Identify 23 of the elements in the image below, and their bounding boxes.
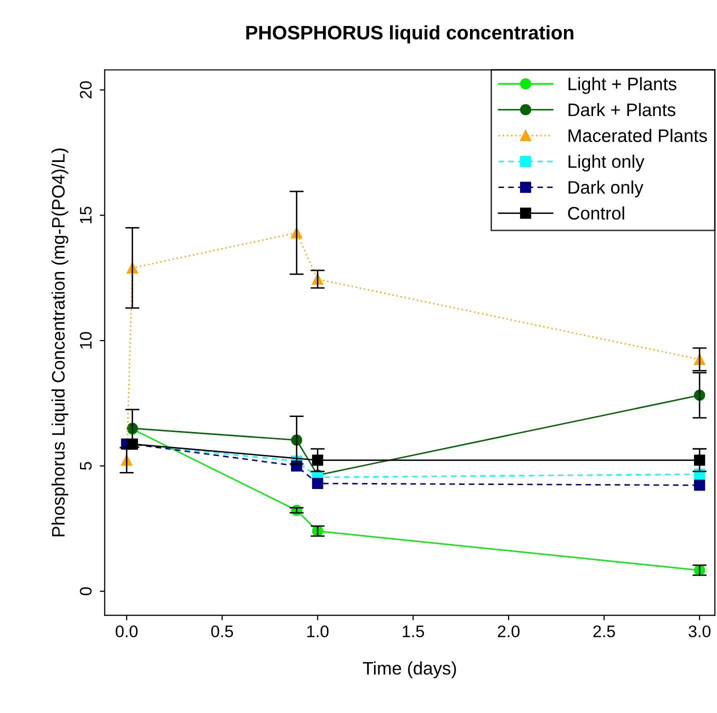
x-tick-label: 1.5 xyxy=(402,626,424,638)
x-tick-label: 2.5 xyxy=(593,625,615,638)
legend-label: Light + Plants xyxy=(568,77,676,94)
x-tick-label: 3.0 xyxy=(688,625,711,638)
y-tick-label: 0 xyxy=(80,587,92,596)
x-axis-title: Time (days) xyxy=(362,661,456,678)
y-tick-label: 10 xyxy=(80,332,92,349)
legend-label: Light only xyxy=(568,154,644,172)
legend-label: Macerated Plants xyxy=(568,128,707,142)
y-tick-label: 15 xyxy=(80,206,92,224)
y-tick-label: 20 xyxy=(80,81,92,98)
legend-label: Control xyxy=(568,206,624,220)
y-tick-label: 5 xyxy=(80,462,92,470)
point xyxy=(312,478,324,490)
x-tick-label: 0.5 xyxy=(211,625,234,638)
point xyxy=(694,480,706,491)
y-axis-title: Phosphorus Liquid Concentration (mg-P(PO4)/L) xyxy=(51,148,68,536)
x-tick-label: 1.0 xyxy=(307,625,329,638)
legend-label: Dark only xyxy=(568,180,644,198)
chart-title: PHOSPHORUS liquid concentration xyxy=(246,25,574,44)
x-tick-label: 2.0 xyxy=(498,625,520,638)
x-tick-label: 0.0 xyxy=(116,625,138,638)
legend-label: Dark + Plants xyxy=(568,102,676,116)
